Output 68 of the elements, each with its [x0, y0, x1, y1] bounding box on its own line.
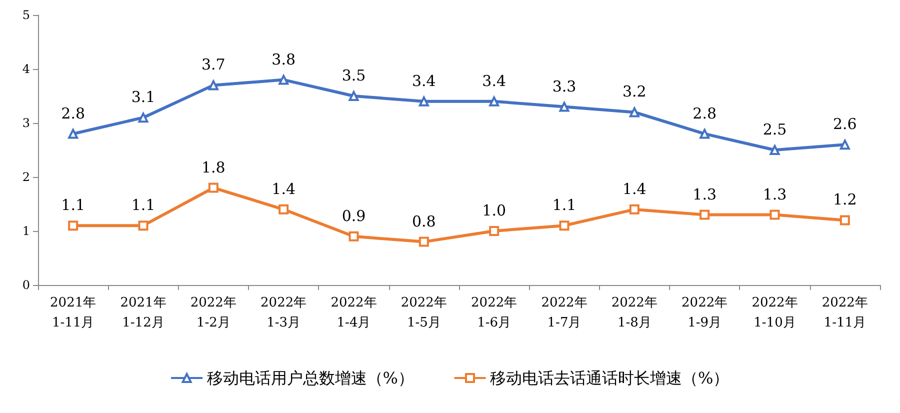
data-label: 1.3 [692, 185, 717, 204]
point [840, 215, 850, 226]
point [348, 91, 359, 101]
data-label: 3.2 [622, 82, 646, 101]
y-tick-label: 4 [22, 62, 30, 76]
data-label: 1.8 [201, 158, 226, 176]
data-label: 3.3 [552, 77, 576, 96]
x-tick-label: 2022年 1-7月 [541, 296, 588, 330]
point [559, 102, 570, 112]
data-label: 3.5 [342, 66, 366, 84]
data-label: 2.8 [692, 104, 717, 122]
data-label: 3.8 [272, 50, 296, 68]
y-tick-label: 1 [22, 224, 30, 238]
point [278, 204, 289, 214]
x-tick-label: 2022年 1-8月 [611, 296, 658, 330]
y-tick-label: 5 [22, 8, 30, 22]
point [489, 226, 500, 236]
x-tick-label: 2022年 1-6月 [471, 296, 518, 330]
point [208, 182, 218, 193]
point [770, 210, 780, 220]
x-tick-label: 2022年 1-9月 [682, 296, 728, 330]
data-label: 1.4 [622, 180, 646, 198]
point [559, 220, 570, 231]
y-tick-label: 3 [22, 116, 30, 130]
data-label: 1.1 [552, 196, 576, 214]
y-tick-label: 0 [22, 278, 30, 292]
data-label: 3.4 [412, 72, 436, 90]
x-tick-label: 2022年 1-10月 [752, 296, 798, 330]
point [418, 96, 429, 106]
point [208, 80, 218, 90]
point [138, 220, 148, 231]
data-label: 1.3 [762, 185, 787, 204]
point [278, 74, 289, 85]
data-label: 2.6 [832, 115, 857, 134]
point [700, 210, 710, 220]
legend-label: 移动电话去话通话时长增速（%） [490, 368, 730, 388]
point [840, 140, 850, 150]
point [418, 236, 429, 247]
point [489, 96, 500, 106]
data-label: 1.4 [272, 180, 296, 198]
point [138, 112, 148, 123]
x-tick-label: 2022年 1-4月 [330, 296, 377, 330]
data-label: 3.4 [482, 72, 506, 90]
point [348, 231, 359, 242]
data-label: 2.8 [61, 104, 86, 122]
data-label: 0.8 [412, 212, 436, 230]
x-tick-label: 2022年 1-2月 [190, 296, 236, 330]
x-tick-label: 2021年 1-12月 [120, 296, 166, 330]
legend-label: 移动电话用户总数增速（%） [206, 368, 414, 388]
data-label: 3.7 [201, 56, 226, 74]
point [629, 107, 640, 118]
y-tick-label: 2 [22, 170, 30, 184]
x-tick-label: 2022年 1-11月 [822, 296, 868, 330]
data-label: 1.2 [832, 190, 857, 209]
data-label: 1.1 [131, 196, 156, 214]
x-tick-label: 2021年 1-11月 [50, 296, 96, 330]
point [68, 220, 78, 231]
data-label: 3.1 [131, 88, 156, 106]
point [629, 204, 640, 214]
data-label: 0.9 [342, 206, 366, 225]
point [700, 128, 710, 139]
data-label: 2.5 [762, 120, 787, 138]
point [68, 128, 78, 139]
data-label: 1.0 [482, 202, 506, 220]
data-label: 1.1 [61, 196, 86, 214]
point [770, 145, 780, 155]
x-tick-label: 2022年 1-5月 [400, 296, 447, 330]
x-tick-label: 2022年 1-3月 [260, 296, 307, 330]
